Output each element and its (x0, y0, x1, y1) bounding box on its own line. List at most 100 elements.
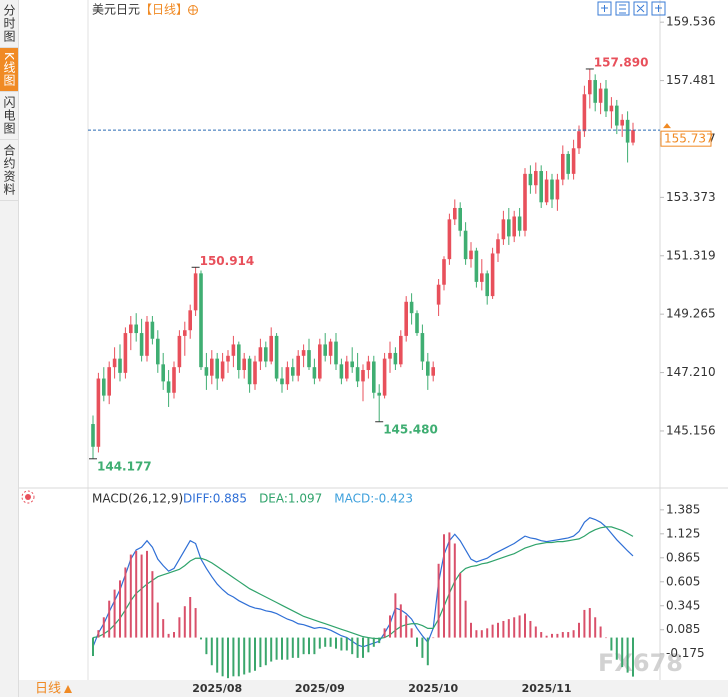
last-price-box (660, 130, 712, 147)
macd-bar (372, 637, 375, 647)
candle-body (145, 321, 149, 356)
last-price-marker (663, 123, 671, 129)
macd-bar (626, 637, 629, 673)
candle-body (507, 219, 511, 237)
macd-bar (475, 630, 478, 638)
candle-body (361, 370, 365, 382)
candle-body (334, 341, 338, 365)
candle-body (237, 344, 241, 371)
toolbar-icons[interactable] (597, 1, 666, 16)
macd-bar (318, 637, 321, 649)
candle-body (247, 358, 252, 385)
macd-bar (200, 637, 202, 640)
candle-body (561, 153, 565, 180)
candle-body (177, 335, 182, 368)
macd-bar (302, 637, 305, 655)
macd-bar (480, 630, 483, 638)
candle-body (620, 119, 624, 126)
macd-bar (486, 628, 489, 638)
annotation-label: 144.177 (97, 459, 152, 473)
macd-bar (167, 633, 170, 638)
macd-bar (248, 637, 251, 673)
footer-arrow[interactable] (64, 685, 72, 693)
macd-bar (205, 637, 208, 655)
macd-bar (286, 637, 289, 660)
candle-body (210, 358, 214, 376)
macd-bar (389, 615, 391, 638)
candle-body (220, 361, 225, 379)
macd-bar (335, 637, 337, 649)
candle-body (307, 350, 311, 368)
sidebar-tab[interactable]: 合约资料 (0, 140, 18, 201)
macd-bar (183, 606, 186, 638)
macd-bar (178, 617, 181, 638)
macd-bar (124, 567, 127, 638)
macd-bar (92, 637, 94, 657)
candle-body (415, 313, 419, 334)
candle-body (372, 361, 376, 393)
candle-body (496, 239, 500, 254)
y-tick-label: 149.265 (666, 307, 716, 321)
candle-body (296, 355, 300, 376)
macd-bar (615, 637, 618, 660)
candle-body (258, 347, 263, 362)
candle-body (480, 273, 484, 282)
last-price-label: 155.737 (664, 132, 714, 146)
macd-bar (329, 637, 332, 647)
candle-body (544, 179, 549, 203)
macd-bar (129, 554, 132, 638)
candle-body (301, 350, 306, 356)
candle-body (285, 367, 290, 385)
macd-bar (416, 637, 418, 647)
macd-bar (421, 637, 424, 658)
macd-bar (227, 637, 229, 679)
candle-body (102, 378, 106, 396)
footer-period[interactable]: 日线 (35, 682, 61, 697)
candle-body (463, 230, 468, 260)
watermark: FX678 (598, 649, 683, 677)
candle-body (318, 344, 322, 379)
sidebar: 分时图 K线图 闪电图 合约资料 (0, 0, 19, 697)
x-tick-label: 2025/11 (522, 682, 572, 695)
annotation-label: 150.914 (200, 254, 255, 268)
candle-body (523, 173, 527, 231)
macd-bar (367, 637, 370, 653)
macd-bar (567, 632, 570, 638)
y-tick-label: 1.385 (666, 502, 700, 516)
candle-body (377, 392, 381, 396)
macd-bar (108, 600, 111, 638)
candle-body (453, 207, 457, 220)
sidebar-tab[interactable]: 闪电图 (0, 92, 18, 140)
candle-body (458, 207, 462, 231)
macd-bar (270, 637, 273, 662)
macd-bar (578, 622, 580, 638)
macd-bar (448, 532, 451, 638)
y-tick-label: 0.345 (666, 598, 700, 612)
candle-body (388, 352, 392, 359)
macd-bar (399, 604, 402, 638)
sidebar-tab[interactable]: 分时图 (0, 0, 18, 48)
x-tick-label: 2025/10 (408, 682, 458, 695)
candle-body (528, 173, 533, 186)
candle-body (112, 358, 117, 368)
candle-body (393, 352, 398, 365)
candle-body (172, 367, 176, 393)
candle-body (139, 333, 144, 356)
macd-settings-icon[interactable] (21, 490, 35, 504)
candle-body (269, 335, 273, 362)
macd-bar (394, 593, 397, 638)
candle-body (426, 361, 430, 376)
sidebar-tab[interactable]: K线图 (0, 48, 18, 92)
candle-body (447, 219, 452, 260)
candle-body (534, 171, 538, 186)
candle-body (328, 341, 333, 356)
macd-bar (146, 550, 148, 638)
macd-line (92, 526, 634, 640)
macd-bar (216, 637, 219, 673)
add-icon[interactable] (188, 5, 198, 15)
candle-body (274, 335, 279, 379)
macd-title: MACD(26,12,9) (92, 492, 183, 506)
legend-entry: MACD:-0.423 (334, 492, 413, 506)
macd-bar (572, 630, 575, 638)
